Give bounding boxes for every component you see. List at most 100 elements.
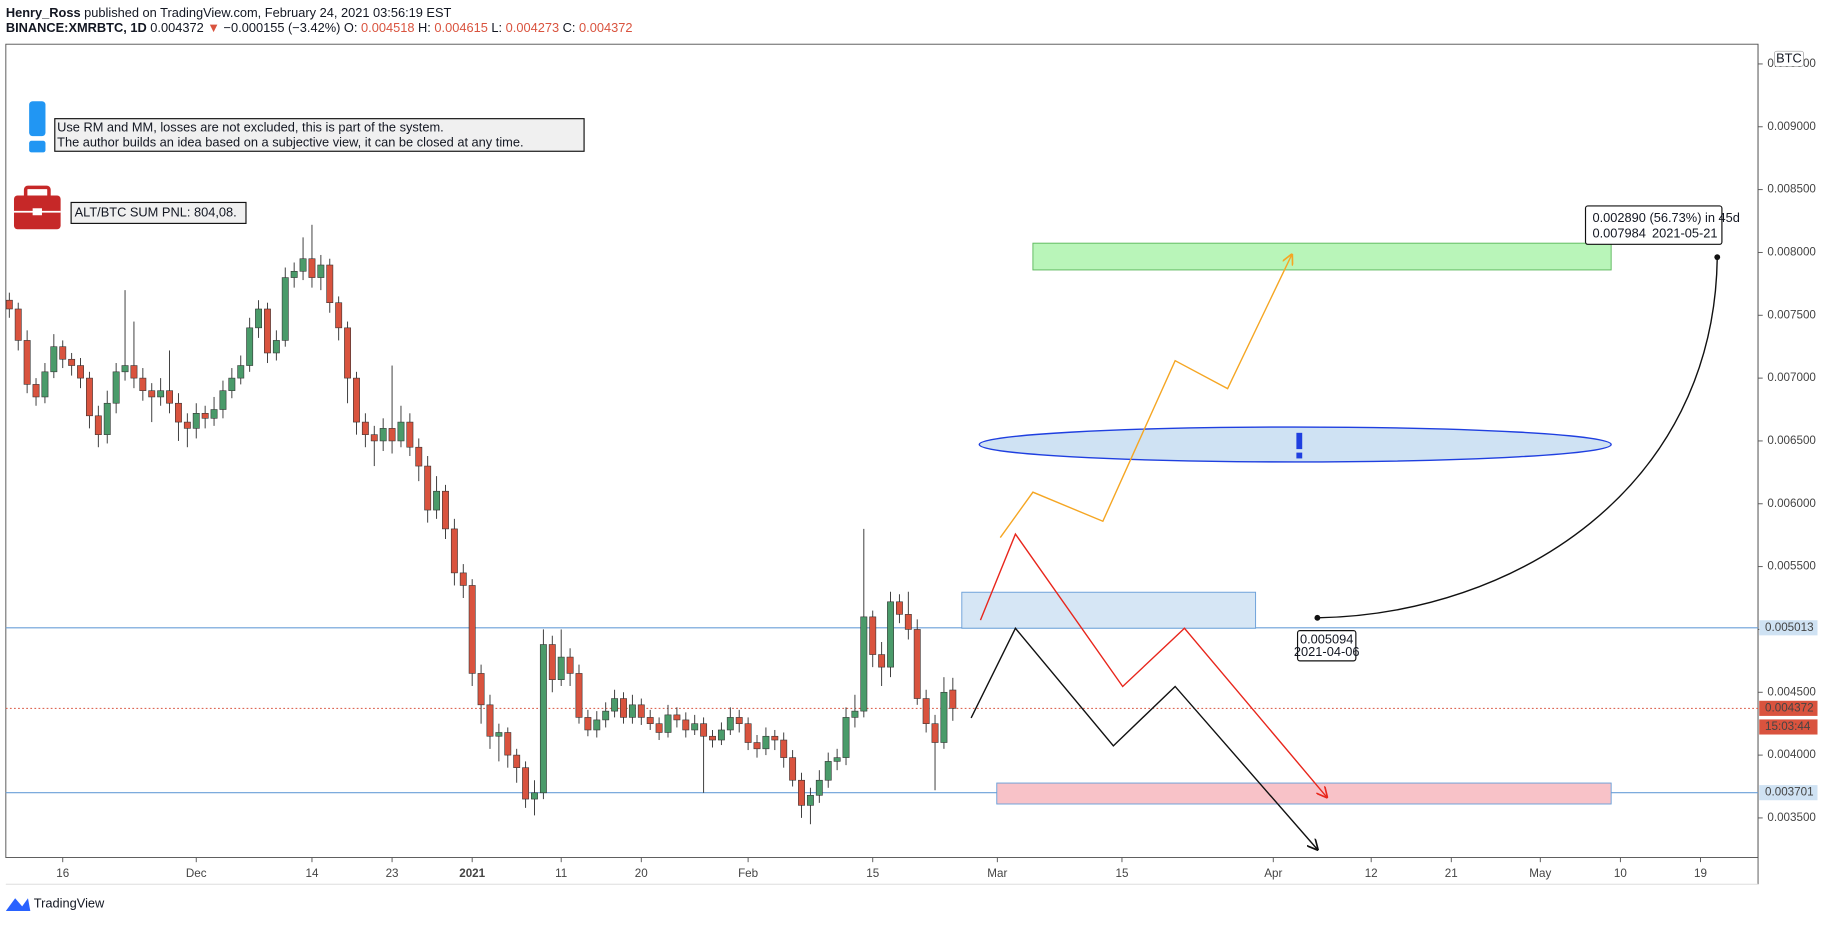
ohlc-value: 0.004372 (579, 20, 632, 35)
note-box (54, 118, 585, 152)
measure-end-date: 2021-05-21 (1652, 225, 1718, 240)
candle-body (290, 270, 298, 278)
x-tick-label: May (1529, 867, 1551, 880)
pnl-box (70, 201, 247, 224)
candle-body (931, 723, 939, 743)
x-tick-label: 16 (56, 867, 69, 880)
x-tick-label: 12 (1365, 867, 1378, 880)
candle-body (388, 428, 396, 442)
candle-body (406, 421, 414, 448)
candle-body (806, 795, 814, 806)
level-label: 0.005013 (1765, 621, 1814, 634)
candle-body (922, 698, 930, 724)
candle-body (201, 413, 209, 419)
candle-body (459, 572, 467, 586)
level-badge (1759, 620, 1818, 636)
case-clasp (32, 208, 42, 216)
measure-start-date: 2021-04-06 (1294, 644, 1360, 659)
candle-body (869, 616, 877, 655)
bull-path (999, 255, 1291, 538)
candle-body (219, 390, 227, 410)
countdown-badge (1759, 719, 1818, 735)
notes: Use RM and MM, losses are not excluded, … (13, 101, 585, 230)
mid-path (979, 532, 1326, 797)
note-line: The author builds an idea based on a sub… (57, 135, 523, 150)
candle-body (183, 421, 191, 429)
candle-body (433, 490, 441, 511)
candle-body (735, 717, 743, 724)
x-tick-label: 14 (305, 867, 318, 880)
y-tick-label: 0.006500 (1767, 434, 1816, 447)
measure-start (1314, 614, 1321, 621)
candle-body (726, 717, 734, 731)
alert-icon-dot (29, 140, 46, 153)
x-tick-label: Feb (738, 867, 758, 880)
x-tick-label: 11 (555, 867, 567, 880)
candle-body (700, 723, 708, 737)
candle-body (860, 616, 868, 712)
candle-body (584, 717, 592, 731)
x-tick-label: 10 (1614, 867, 1627, 880)
candle-body (833, 757, 841, 762)
candle-body (789, 757, 797, 781)
ohlc-label: L: (491, 20, 502, 35)
candle-body (228, 377, 236, 391)
last-price: 0.004372 (150, 20, 203, 35)
candle-body (949, 689, 957, 709)
candle-body (575, 673, 583, 718)
candle-body (326, 264, 334, 303)
currency-badge (1774, 50, 1804, 67)
level-label: 0.003701 (1765, 786, 1814, 799)
brand: TradingView (34, 895, 105, 910)
pnl: ALT/BTC SUM PNL: 804,08. (75, 204, 237, 219)
candle-body (397, 421, 405, 442)
candle-body (682, 719, 690, 731)
candle-body (139, 377, 147, 391)
ohlc-label: C: (563, 20, 576, 35)
candle-body (495, 732, 503, 737)
candle-body (522, 767, 530, 800)
candle-body (112, 371, 120, 404)
candle-body (264, 308, 271, 354)
support-zone (996, 782, 1612, 805)
alert-icon (29, 101, 46, 137)
symbol: BINANCE:XMRBTC, 1D (6, 20, 147, 35)
candle-body (548, 644, 556, 680)
candle-body (379, 428, 387, 442)
y-tick-label: 0.008500 (1767, 183, 1816, 196)
level-badge (1759, 785, 1818, 801)
target-zone (1032, 242, 1612, 271)
candle-body (557, 656, 565, 680)
ohlc-label: O: (344, 20, 358, 35)
candle-body (68, 358, 76, 366)
logo (5, 898, 31, 912)
candle-body (824, 761, 832, 781)
y-tick-label: 0.006000 (1767, 497, 1816, 510)
axis-layer: 0.0035000.0040000.0045000.0050000.005500… (56, 57, 1818, 880)
candle-body (335, 302, 343, 329)
candle-body (620, 698, 627, 718)
y-tick-label: 0.005500 (1767, 560, 1816, 573)
y-tick-label: 0.008000 (1767, 246, 1816, 259)
candle-body (255, 308, 262, 329)
x-tick-label: 19 (1694, 867, 1707, 880)
candle-body (504, 732, 512, 756)
x-tick-label: 23 (386, 867, 399, 880)
bear-path (970, 627, 1317, 849)
candle-body (94, 415, 102, 435)
y-tick-label: 0.003500 (1767, 811, 1816, 824)
candle-body (655, 723, 663, 733)
currency: BTC (1776, 51, 1802, 66)
candle-body (361, 421, 369, 435)
candle-body (246, 327, 254, 366)
measure-curve (1317, 258, 1718, 619)
candle-body (424, 465, 432, 511)
candle-body (272, 340, 280, 354)
measure-start-price: 0.005094 (1300, 631, 1353, 646)
candle-body (157, 390, 165, 398)
candle-body (192, 413, 200, 429)
candle-body (148, 390, 156, 398)
last-price-label: 0.004372 (1765, 701, 1814, 714)
y-tick-label: 0.007000 (1767, 371, 1816, 384)
